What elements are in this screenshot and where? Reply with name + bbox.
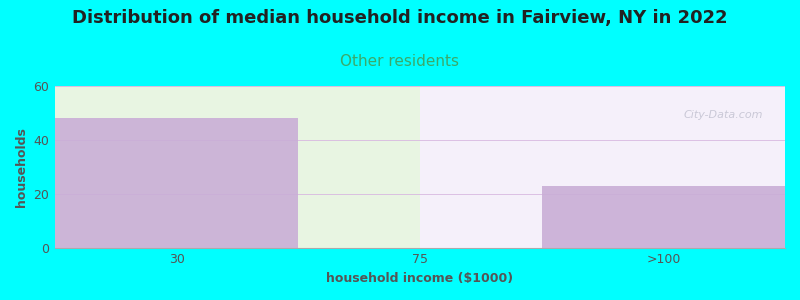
Bar: [420, 86, 785, 248]
Text: Distribution of median household income in Fairview, NY in 2022: Distribution of median household income …: [72, 9, 728, 27]
Text: City-Data.com: City-Data.com: [683, 110, 763, 120]
Bar: [542, 186, 785, 248]
X-axis label: household income ($1000): household income ($1000): [326, 272, 514, 285]
Text: Other residents: Other residents: [341, 54, 459, 69]
Y-axis label: households: households: [15, 127, 28, 207]
Bar: [55, 118, 298, 248]
Bar: [55, 86, 420, 248]
